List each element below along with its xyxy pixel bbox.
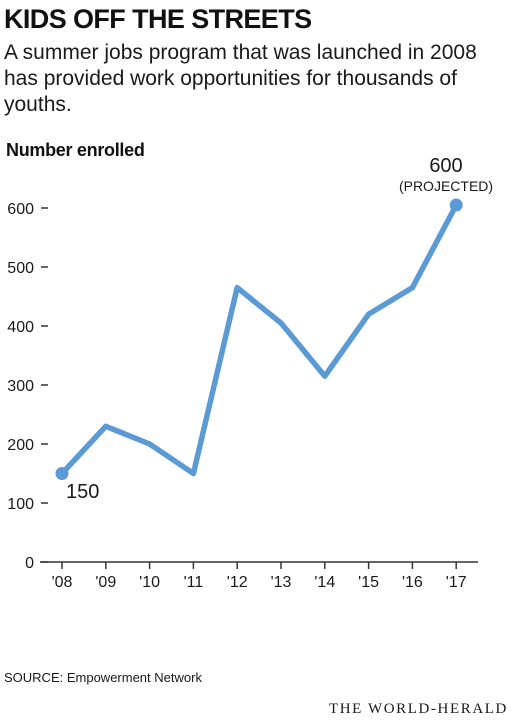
endpoint-marker xyxy=(449,198,463,212)
x-tick-label: '17 xyxy=(446,574,467,591)
data-point xyxy=(366,311,372,317)
y-tick-label: 200 xyxy=(7,437,34,454)
x-tick-label: '16 xyxy=(402,574,423,591)
start-value-label: 150 xyxy=(66,481,99,503)
y-axis-label: Number enrolled xyxy=(6,140,145,160)
enrollment-series-line xyxy=(59,202,459,477)
y-tick-label: 500 xyxy=(7,260,34,277)
x-tick-label: '09 xyxy=(95,574,116,591)
annotation-layer: 150 600 (PROJECTED) xyxy=(66,155,493,503)
data-point xyxy=(234,285,240,291)
end-value-label: 600 xyxy=(429,155,462,177)
y-tick-label: 100 xyxy=(7,496,34,513)
data-point xyxy=(278,320,284,326)
data-point xyxy=(147,441,153,447)
y-tick-label: 0 xyxy=(25,555,34,572)
data-point xyxy=(190,470,196,477)
chart-subtitle: A summer jobs program that was launched … xyxy=(4,41,477,116)
x-tick-label: '13 xyxy=(271,574,292,591)
y-tick-label: 600 xyxy=(7,201,34,218)
source-note: SOURCE: Empowerment Network xyxy=(4,670,202,685)
x-tick-label: '11 xyxy=(184,574,204,591)
series-layer xyxy=(55,198,463,480)
x-tick-label: '12 xyxy=(227,574,248,591)
x-tick-label: '08 xyxy=(52,574,73,591)
data-point xyxy=(103,423,109,429)
axis-layer: 0 100 200 300 400 500 600 '08 '09 '10 '11 '12 '13 '14… xyxy=(7,201,478,591)
publisher-logo: THE WORLD-HERALD xyxy=(328,701,508,717)
data-point xyxy=(322,373,328,379)
projected-note: (PROJECTED) xyxy=(399,178,493,194)
endpoint-marker xyxy=(55,467,69,480)
x-tick-label: '10 xyxy=(139,574,160,591)
y-tick-label: 300 xyxy=(7,378,34,395)
data-point xyxy=(409,285,415,291)
y-tick-label: 400 xyxy=(7,319,34,336)
chart-title: KIDS OFF THE STREETS xyxy=(4,4,312,34)
x-tick-label: '15 xyxy=(358,574,379,591)
x-tick-label: '14 xyxy=(314,574,335,591)
